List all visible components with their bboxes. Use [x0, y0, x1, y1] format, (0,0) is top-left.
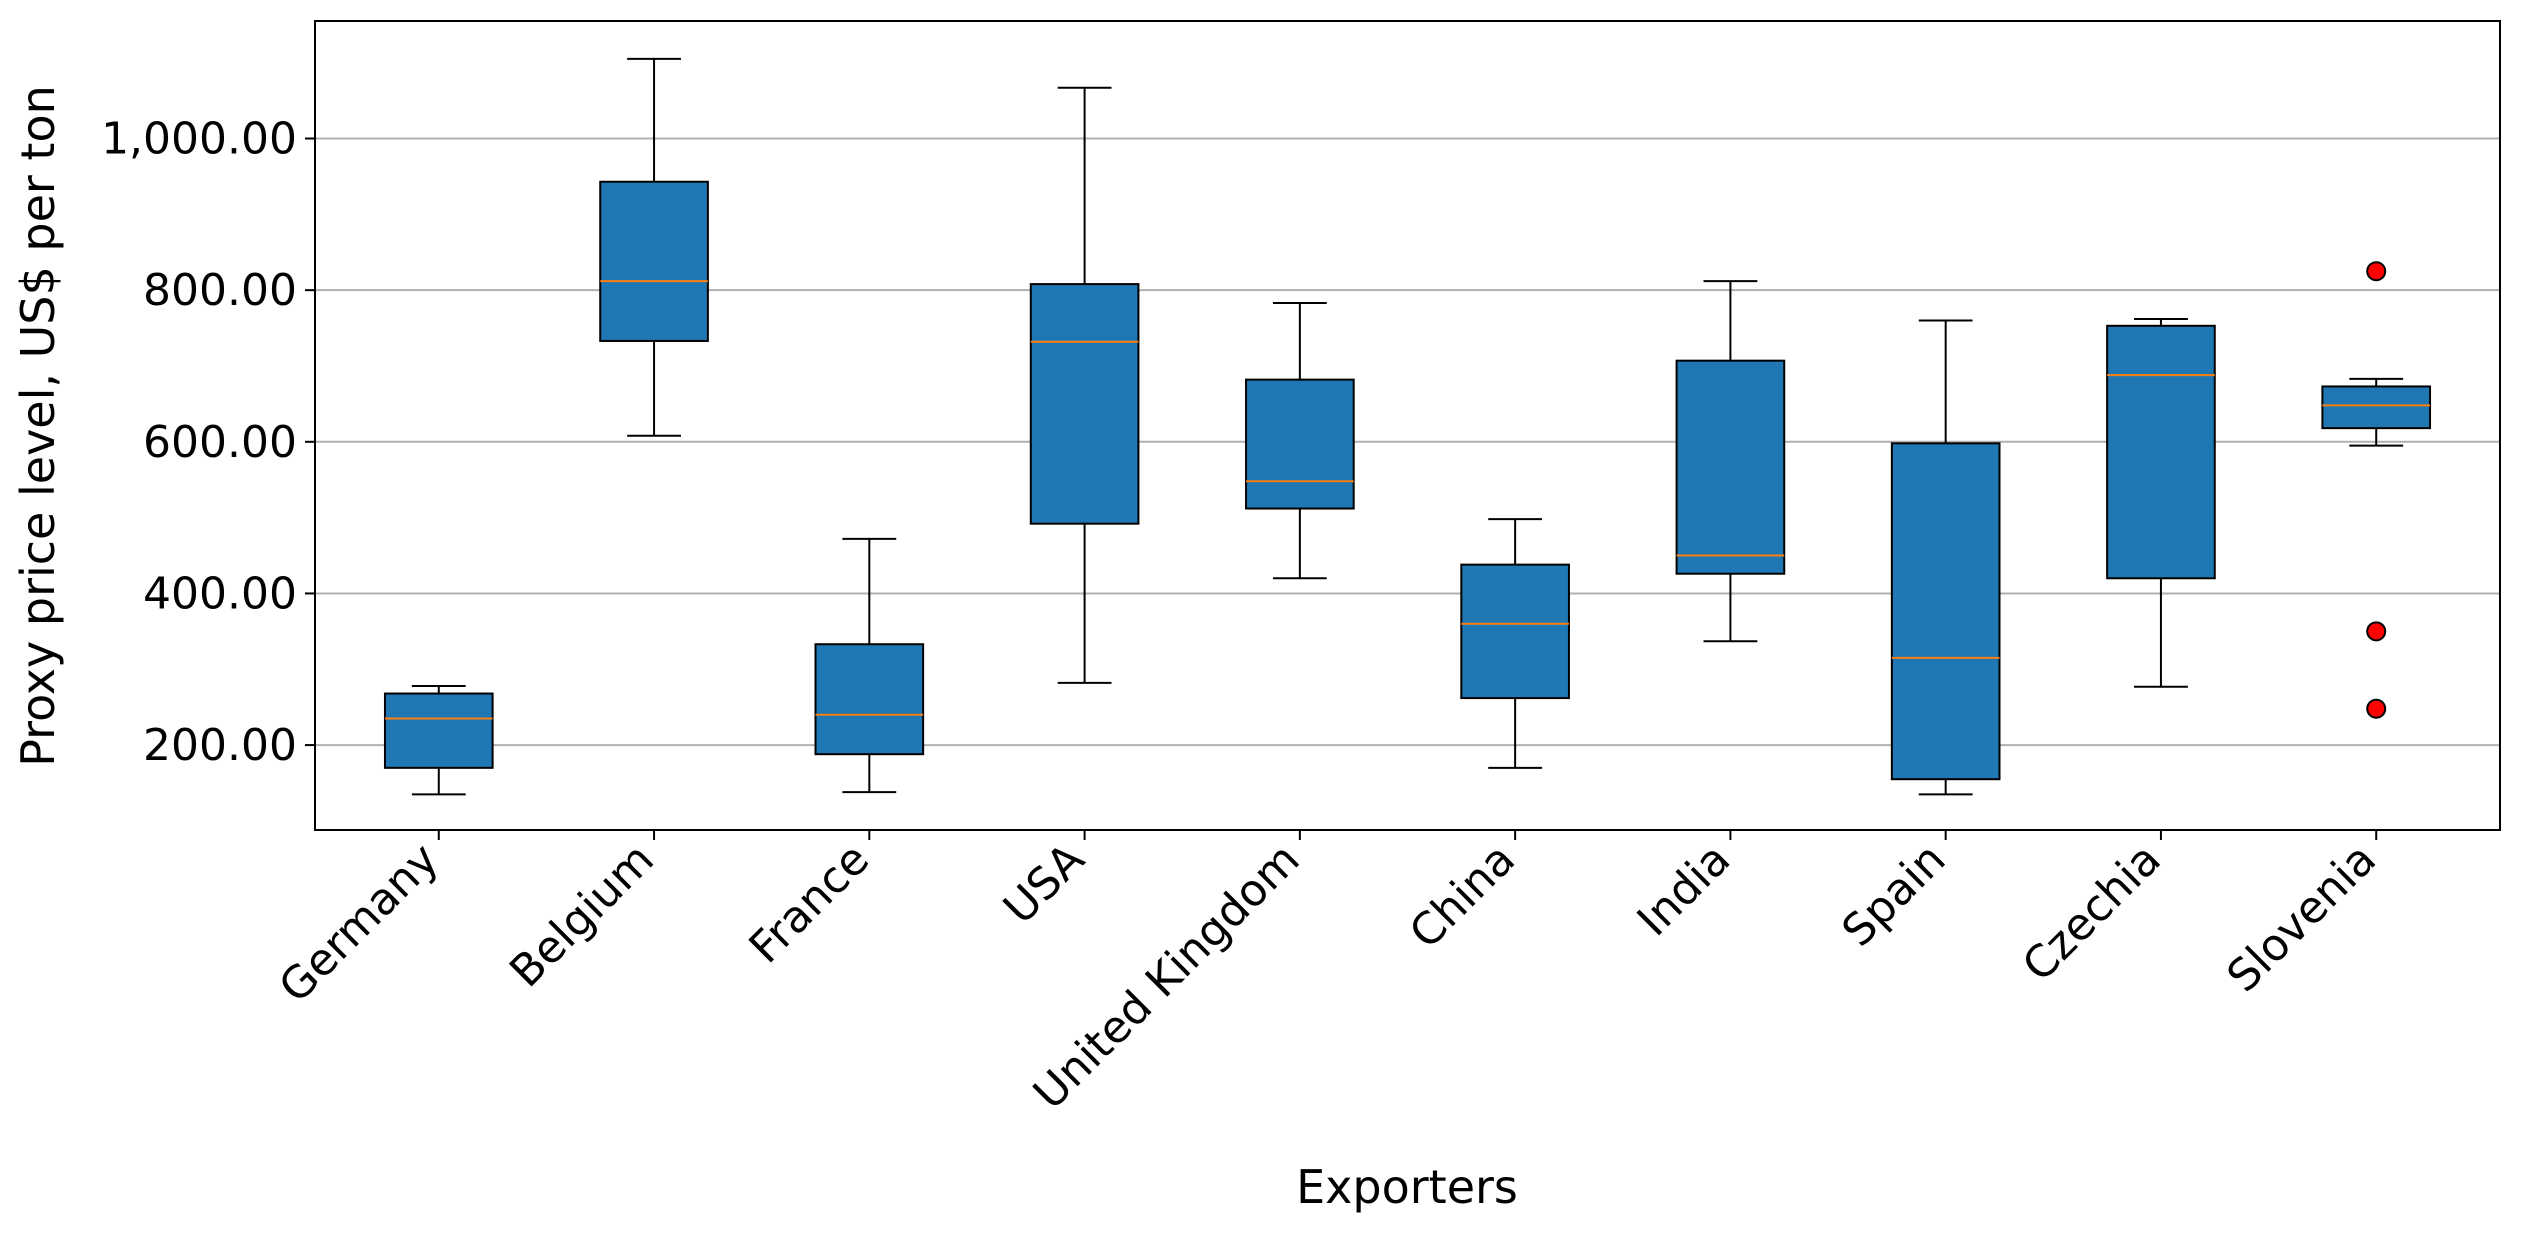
box-china	[1460, 518, 1570, 769]
x-tick-label: Spain	[1832, 834, 1955, 957]
plot-frame	[314, 20, 2501, 831]
box-india	[1675, 280, 1786, 643]
x-tick-label: Slovenia	[2218, 834, 2386, 1002]
x-tick-label: USA	[994, 834, 1094, 934]
x-tick-label: Germany	[269, 834, 448, 1013]
iqr-box	[383, 692, 494, 769]
outlier-point	[2366, 261, 2387, 282]
y-axis: 200.00 400.00 600.00 800.00 1,000.00	[101, 114, 315, 771]
outlier-point	[2366, 621, 2387, 642]
iqr-box	[1460, 563, 1570, 700]
box-czechia	[2106, 317, 2216, 688]
iqr-box	[1675, 359, 1786, 575]
y-tick-label: 200.00	[143, 720, 297, 771]
x-tick-label: Belgium	[500, 834, 664, 998]
iqr-box	[599, 180, 709, 342]
box-germany	[383, 684, 494, 796]
box-usa	[1029, 86, 1140, 684]
x-axis-title: Exporters	[1296, 1160, 1518, 1214]
box-united-kingdom	[1245, 302, 1355, 580]
y-tick-label: 400.00	[143, 568, 297, 619]
y-axis-title: Proxy price level, US$ per ton	[11, 85, 65, 767]
x-tick-label: China	[1400, 834, 1525, 959]
box-belgium	[599, 57, 709, 437]
box-spain	[1890, 319, 2001, 796]
iqr-box	[814, 643, 925, 756]
boxes	[383, 57, 2432, 796]
iqr-box	[1029, 283, 1140, 525]
x-tick-label: Czechia	[2013, 834, 2171, 992]
outlier-point	[2366, 698, 2387, 719]
iqr-box	[1245, 378, 1355, 510]
iqr-box	[2321, 385, 2432, 430]
x-tick-label: France	[740, 834, 880, 974]
y-tick-label: 800.00	[143, 265, 297, 316]
box-france	[814, 537, 925, 794]
y-tick-label: 600.00	[143, 417, 297, 468]
box-slovenia	[2321, 261, 2432, 719]
x-tick-label: India	[1628, 834, 1740, 946]
iqr-box	[2106, 324, 2216, 580]
y-tick-label: 1,000.00	[101, 114, 297, 165]
iqr-box	[1890, 442, 2001, 781]
